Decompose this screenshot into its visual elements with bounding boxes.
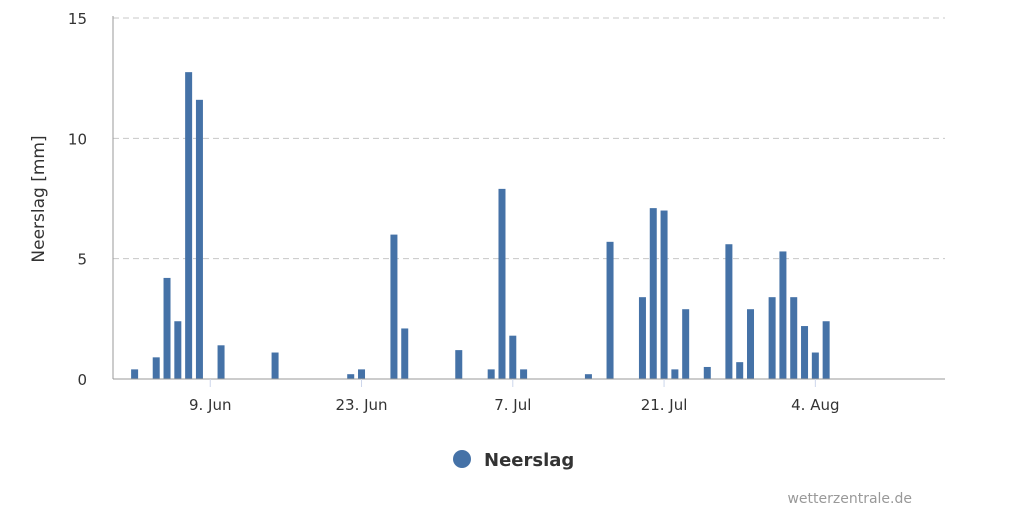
bar (584, 374, 592, 379)
bar (703, 366, 711, 379)
bar (271, 352, 279, 379)
y-tick-label: 5 (77, 251, 87, 269)
bar (163, 277, 171, 379)
bar (606, 241, 614, 379)
bar (822, 321, 830, 379)
y-tick-label: 15 (68, 10, 87, 28)
legend-marker (453, 450, 471, 468)
bar (801, 326, 809, 379)
credit-link[interactable]: wetterzentrale.de (787, 491, 912, 507)
x-tick-label: 7. Jul (494, 396, 531, 414)
bar (152, 357, 160, 379)
bar (779, 251, 787, 379)
bars (131, 72, 830, 380)
bar (811, 352, 819, 379)
bar (390, 234, 398, 379)
x-tick-label: 21. Jul (641, 396, 688, 414)
legend-label: Neerslag (484, 450, 574, 471)
bar (660, 210, 668, 379)
bar (649, 208, 657, 379)
bar (487, 369, 495, 379)
x-tick-label: 9. Jun (189, 396, 232, 414)
bar (682, 309, 690, 379)
bar (747, 309, 755, 379)
bar (520, 369, 528, 379)
y-axis-label: Neerslag [mm] (29, 135, 49, 262)
grid (113, 17, 945, 260)
bar (736, 362, 744, 379)
bar (455, 350, 463, 379)
y-tick-label: 0 (77, 371, 87, 389)
bar (217, 345, 225, 379)
bar (131, 369, 139, 379)
bar (509, 335, 517, 379)
bar (790, 297, 798, 379)
bar (174, 321, 182, 379)
bar (671, 369, 679, 379)
axes: 0 5 10 15 9. Jun 23. Jun 7. Jul 21. Jul 4. Aug (68, 10, 945, 414)
bar (347, 374, 355, 379)
y-tick-label: 10 (68, 130, 87, 148)
bar (725, 244, 733, 379)
bar (768, 297, 776, 379)
x-tick-label: 4. Aug (791, 396, 839, 414)
bar (195, 99, 203, 380)
bar (638, 297, 646, 379)
bar (358, 369, 366, 379)
legend-item[interactable]: Neerslag (453, 450, 574, 471)
x-tick-label: 23. Jun (335, 396, 387, 414)
bar (498, 188, 506, 379)
bar (185, 72, 193, 380)
bar (401, 328, 409, 379)
